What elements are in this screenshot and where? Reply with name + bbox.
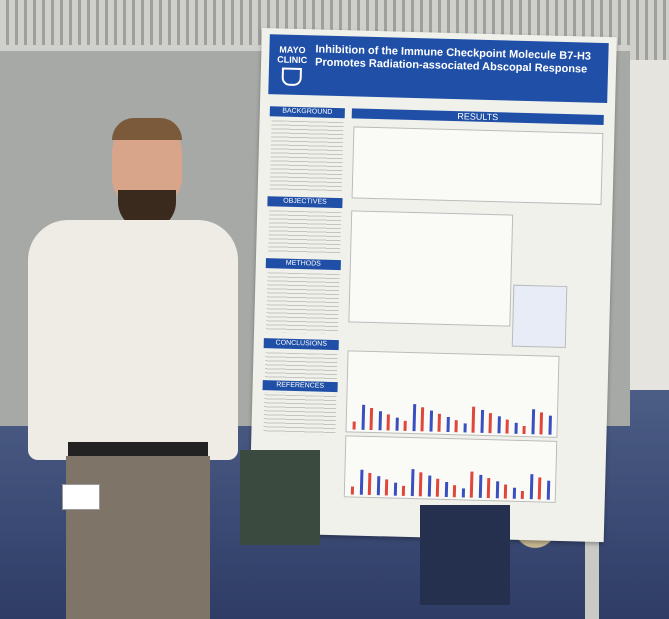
- trousers: [66, 456, 210, 619]
- figure-bar: [369, 407, 374, 431]
- figure-bar: [471, 406, 476, 433]
- person-legs-behind-poster: [240, 450, 320, 545]
- figure-bar: [384, 479, 389, 496]
- figure-bar: [412, 404, 416, 432]
- figure-bar: [537, 477, 542, 500]
- figure-bar: [395, 417, 399, 431]
- section-conclusions: CONCLUSIONS: [263, 338, 339, 351]
- figure-bar: [478, 474, 482, 498]
- figure-bar: [522, 425, 526, 435]
- figure-bar: [445, 416, 450, 433]
- figure-bar: [393, 482, 397, 496]
- figure-bar: [386, 414, 390, 431]
- hair: [112, 118, 182, 140]
- figure-bar: [452, 485, 457, 498]
- body-text: [269, 120, 344, 193]
- figure-4: [343, 435, 558, 503]
- figure-bar: [539, 412, 544, 435]
- poster-header: MAYO CLINIC Inhibition of the Immune Che…: [268, 34, 609, 104]
- person-legs-behind-poster: [420, 505, 510, 605]
- poster-title: Inhibition of the Immune Checkpoint Mole…: [314, 43, 592, 76]
- body-text: [268, 210, 342, 255]
- figure-bar: [488, 413, 492, 434]
- figure-bar: [512, 487, 516, 499]
- section-background: BACKGROUND: [269, 106, 345, 119]
- figure-bar: [546, 480, 550, 500]
- figure-bar: [401, 485, 406, 496]
- figure-3: [345, 350, 560, 438]
- figure-bar: [378, 411, 382, 431]
- figure-bar: [469, 471, 474, 498]
- figure-1: [351, 126, 604, 205]
- figure-bar: [361, 404, 365, 430]
- figure-bar: [428, 410, 433, 432]
- section-methods: METHODS: [265, 258, 341, 271]
- data-table: [511, 284, 568, 349]
- figure-bar: [503, 484, 508, 499]
- figure-bar: [427, 475, 431, 497]
- section-references: REFERENCES: [262, 380, 338, 393]
- figure-bar: [410, 469, 415, 497]
- figure-bar: [403, 420, 407, 431]
- id-badge: [62, 484, 100, 510]
- white-shirt: [28, 220, 238, 460]
- figure-bar: [367, 472, 372, 496]
- mayo-clinic-logo: MAYO CLINIC: [275, 44, 310, 87]
- figure-bar: [352, 421, 356, 430]
- figure-bar: [547, 415, 552, 435]
- figure-bar: [530, 409, 535, 435]
- body-text: [263, 394, 337, 437]
- figure-bar: [496, 416, 501, 434]
- figure-bar: [359, 469, 363, 495]
- section-objectives: OBJECTIVES: [267, 196, 343, 209]
- figure-bar: [437, 413, 441, 432]
- figure-bar: [479, 409, 484, 433]
- figure-bar: [420, 407, 425, 432]
- figure-bar: [376, 476, 380, 496]
- figure-bar: [513, 422, 518, 434]
- figure-2: [348, 210, 514, 327]
- figure-bar: [505, 419, 509, 434]
- body-text: [266, 272, 340, 335]
- figure-bar: [495, 481, 499, 499]
- figure-bar: [462, 423, 467, 433]
- figure-bar: [454, 420, 458, 433]
- figure-bar: [444, 481, 448, 498]
- figure-bar: [520, 490, 524, 500]
- figure-bar: [350, 486, 355, 495]
- section-results: RESULTS: [351, 108, 604, 125]
- figure-bar: [435, 478, 440, 497]
- figure-bar: [486, 478, 491, 499]
- figure-bar: [529, 474, 533, 500]
- figure-bar: [461, 488, 465, 498]
- belt: [68, 442, 208, 458]
- shield-icon: [281, 67, 302, 87]
- figure-bar: [418, 472, 423, 497]
